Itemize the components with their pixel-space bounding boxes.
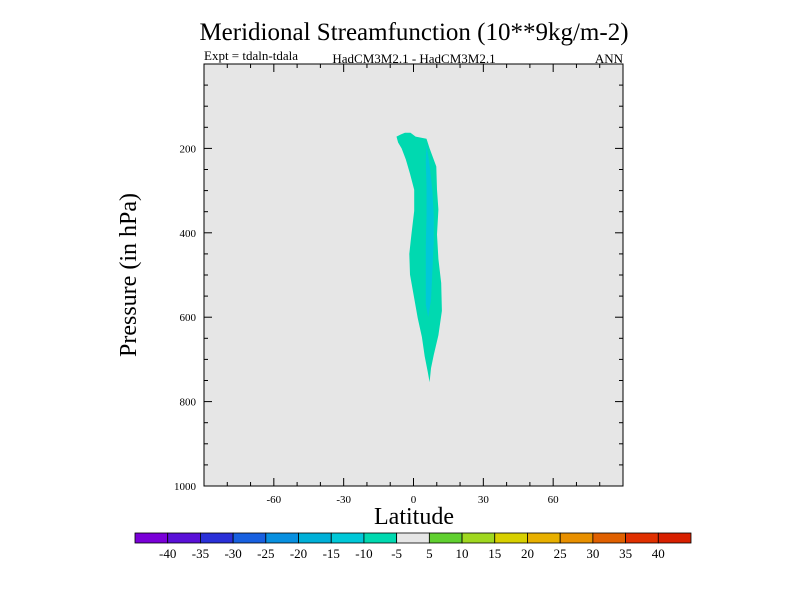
y-axis-label: Pressure (in hPa)	[116, 193, 142, 357]
expt-subtitle: Expt = tdaln-tdala	[204, 48, 298, 63]
colorbar-swatch	[167, 532, 201, 544]
tick-layer	[203, 63, 624, 487]
colorbar-swatch	[592, 532, 626, 544]
x-tick-labels: -60 -30 0 30 60	[266, 494, 559, 506]
y-tick-label: 200	[180, 143, 197, 155]
colorbar-tick-label: -10	[355, 546, 372, 561]
colorbar-swatch	[298, 532, 332, 544]
y-tick-label: 800	[180, 397, 197, 409]
y-tick-label: 400	[180, 228, 197, 240]
x-tick-label: 0	[411, 494, 417, 506]
colorbar-swatch	[527, 532, 561, 544]
colorbar-tick-label: -15	[323, 546, 340, 561]
colorbar-labels: -40 -35 -30 -25 -20 -15 -10 -5 5 10 15 20 25 30 35 40	[159, 546, 665, 561]
colorbar-tick-label: 30	[586, 546, 599, 561]
colorbar-tick-label: -40	[159, 546, 176, 561]
contour-region-1	[425, 144, 434, 318]
model-subtitle: HadCM3M2.1 - HadCM3M2.1	[332, 51, 495, 66]
colorbar-swatch	[396, 532, 430, 544]
x-tick-label: -30	[336, 494, 351, 506]
colorbar-swatch	[494, 532, 528, 544]
colorbar-tick-label: -30	[224, 546, 241, 561]
colorbar-swatch	[363, 532, 398, 544]
colorbar-swatch	[200, 532, 234, 544]
colorbar-tick-label: -5	[391, 546, 402, 561]
y-tick-label: 1000	[174, 481, 197, 493]
contour-layer	[396, 132, 442, 383]
colorbar-tick-label: 5	[426, 546, 433, 561]
y-tick-label: 600	[180, 312, 197, 324]
colorbar-tick-label: 35	[619, 546, 632, 561]
colorbar-swatch	[559, 532, 594, 544]
x-tick-label: 30	[478, 494, 490, 506]
colorbar-tick-label: 40	[652, 546, 665, 561]
x-tick-label: 60	[548, 494, 560, 506]
colorbar	[134, 532, 692, 544]
x-tick-label: -60	[266, 494, 281, 506]
colorbar-swatch	[232, 532, 267, 544]
colorbar-swatch	[428, 532, 463, 544]
colorbar-tick-label: -20	[290, 546, 307, 561]
colorbar-tick-label: 25	[554, 546, 567, 561]
x-axis-label: Latitude	[374, 504, 454, 530]
colorbar-swatch	[134, 532, 169, 544]
colorbar-tick-label: 20	[521, 546, 534, 561]
season-subtitle: ANN	[595, 51, 624, 66]
chart-title: Meridional Streamfunction (10**9kg/m-2)	[199, 19, 628, 46]
colorbar-tick-label: -25	[257, 546, 274, 561]
colorbar-swatch	[461, 532, 496, 544]
y-tick-labels: 200 400 600 800 1000	[174, 143, 197, 493]
colorbar-tick-label: -35	[192, 546, 209, 561]
colorbar-swatch	[657, 532, 692, 544]
colorbar-swatch	[265, 532, 299, 544]
colorbar-tick-label: 10	[456, 546, 469, 561]
colorbar-swatch	[330, 532, 365, 544]
colorbar-tick-label: 15	[488, 546, 501, 561]
colorbar-swatch	[625, 532, 659, 544]
